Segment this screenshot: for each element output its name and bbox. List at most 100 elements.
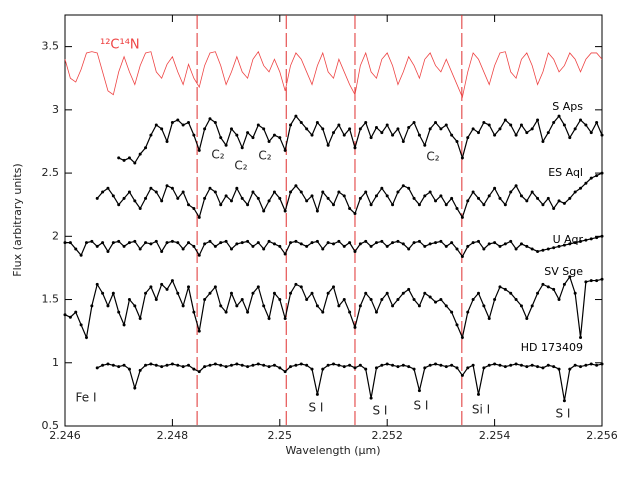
spectrum-point [487, 363, 491, 367]
spectrum-point [305, 244, 309, 248]
spectrum-point [133, 239, 137, 243]
y-tick-label: 1.5 [42, 293, 60, 306]
spectrum-point [176, 118, 180, 122]
spectrum-point [321, 367, 325, 371]
spectrum-point [187, 120, 191, 124]
spectrum-point [455, 206, 459, 210]
spectrum-point [256, 241, 260, 245]
spectrum-point [493, 362, 497, 366]
spectrum-point [111, 291, 115, 295]
spectrum-point [251, 363, 255, 367]
y-tick-label: 1 [52, 356, 59, 369]
spectrum-point [450, 133, 454, 137]
spectrum-point [138, 247, 142, 251]
spectrum-point [197, 148, 201, 152]
spectrum-point [106, 186, 110, 190]
spectrum-point [428, 363, 432, 367]
spectrum-point [525, 244, 529, 248]
spectrum-point [385, 362, 389, 366]
spectrum-point [84, 335, 88, 339]
spectrum-point [213, 285, 217, 289]
spectrum-point [144, 291, 148, 295]
spectrum-point [154, 363, 158, 367]
spectrum-point [149, 362, 153, 366]
spectrum-point [579, 118, 583, 122]
spectrum-point [562, 399, 566, 403]
spectrum-point [262, 247, 266, 251]
line-label: S I [414, 399, 429, 413]
spectrum-point [536, 118, 540, 122]
spectrum-point [208, 186, 212, 190]
spectrum-point [332, 131, 335, 135]
spectrum-point [568, 275, 572, 279]
spectrum-point [122, 158, 126, 162]
spectrum-point [299, 285, 303, 289]
spectrum-point [272, 242, 276, 246]
spectrum-point [396, 365, 400, 369]
spectrum-point [562, 243, 566, 247]
spectrum-point [482, 304, 486, 308]
spectrum-point [396, 239, 400, 243]
spectrum-point [294, 114, 298, 118]
spectrum-point [450, 241, 454, 245]
spectrum-point [101, 363, 105, 367]
spectrum-point [562, 282, 566, 286]
spectrum-point [568, 242, 572, 246]
spectrum-point [487, 123, 491, 127]
spectrum-point [568, 367, 572, 371]
spectrum-point [165, 363, 169, 367]
spectrum-point [476, 196, 480, 200]
spectrum-point [439, 127, 443, 131]
spectrum-point [466, 136, 470, 140]
spectrum-point [299, 120, 303, 124]
spectrum-point [289, 365, 293, 369]
spectrum-point [251, 244, 255, 248]
spectrum-point [262, 363, 266, 367]
spectrum-point [493, 186, 497, 190]
y-tick-label: 2.5 [42, 166, 60, 179]
spectrum-point [106, 249, 110, 253]
spectrum-point [530, 247, 534, 251]
spectrum-point [208, 117, 212, 121]
spectrum-point [573, 291, 577, 295]
spectrum-point [374, 194, 378, 198]
spectrum-point [165, 139, 169, 143]
spectrum-point [203, 365, 207, 369]
spectrum-point [272, 133, 276, 137]
spectrum-point [321, 127, 325, 131]
spectrum-point [391, 133, 395, 137]
spectrum-point [310, 367, 314, 371]
spectrum-point [600, 362, 604, 366]
spectrum-point [423, 244, 427, 248]
spectrum-point [187, 203, 191, 207]
spectrum-point [514, 247, 518, 251]
spectrum-point [299, 242, 303, 246]
spectrum-point [417, 203, 421, 207]
spectrum-point [514, 362, 518, 366]
spectrum-point [525, 317, 529, 321]
spectrum-point [267, 139, 271, 143]
spectrum-point [181, 247, 185, 251]
spectrum-point [321, 310, 325, 314]
spectrum-point [487, 194, 491, 198]
spectrum-point [380, 131, 384, 135]
y-tick-label: 0.5 [42, 419, 60, 432]
spectrum-point [471, 127, 475, 131]
x-tick-label: 2.256 [586, 429, 618, 442]
spectrum-point [278, 298, 282, 302]
spectrum-point [160, 199, 164, 203]
spectrum-point [364, 120, 368, 124]
spectrum-point [326, 143, 330, 147]
x-tick-label: 2.25 [268, 429, 293, 442]
spectrum-point [305, 127, 309, 131]
spectrum-point [401, 242, 405, 246]
spectrum-point [294, 184, 298, 188]
spectrum-point [579, 365, 583, 369]
spectrum-line [96, 172, 603, 219]
spectrum-point [149, 285, 153, 289]
spectrum-point [460, 373, 464, 377]
spectrum-point [428, 190, 432, 194]
spectrum-point [439, 363, 443, 367]
spectrum-point [342, 133, 346, 137]
spectrum-point [391, 363, 395, 367]
